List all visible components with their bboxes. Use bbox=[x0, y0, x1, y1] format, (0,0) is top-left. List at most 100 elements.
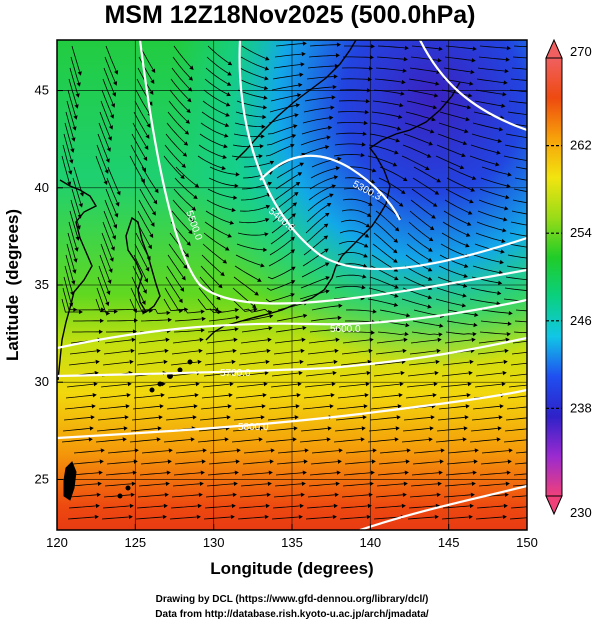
streamline-arrow bbox=[505, 194, 510, 200]
colorbar-ticks: 270 262 254 246 238 230 bbox=[546, 44, 592, 520]
streamline bbox=[68, 361, 96, 366]
streamline bbox=[274, 183, 298, 201]
streamline bbox=[270, 227, 293, 245]
streamline-arrow bbox=[111, 103, 116, 108]
streamline-arrow bbox=[202, 448, 207, 453]
streamline-arrow bbox=[98, 470, 103, 475]
streamline-arrow bbox=[199, 481, 204, 486]
streamline-arrow bbox=[498, 280, 503, 285]
streamline bbox=[96, 144, 107, 171]
streamline bbox=[276, 164, 301, 179]
streamline bbox=[413, 309, 441, 317]
streamline-arrow bbox=[504, 68, 509, 74]
streamline bbox=[231, 298, 254, 312]
streamline-arrow bbox=[234, 327, 239, 332]
colorbar-body bbox=[545, 57, 563, 497]
streamline-arrow bbox=[461, 153, 466, 158]
streamline-arrow bbox=[436, 492, 441, 498]
streamline bbox=[202, 383, 230, 388]
streamline-arrow bbox=[184, 307, 189, 312]
streamline-arrow bbox=[183, 141, 189, 146]
streamline bbox=[168, 243, 186, 267]
streamline bbox=[411, 188, 435, 205]
streamline bbox=[480, 461, 508, 465]
streamline-arrow bbox=[535, 393, 539, 397]
streamline-arrow bbox=[368, 66, 373, 71]
streamline-arrow bbox=[270, 448, 275, 453]
y-tick-label: 30 bbox=[35, 374, 49, 389]
streamline bbox=[342, 198, 370, 205]
streamline-arrow bbox=[369, 337, 374, 343]
streamline bbox=[239, 350, 267, 355]
streamline bbox=[410, 56, 438, 61]
streamline bbox=[241, 183, 269, 190]
streamline bbox=[413, 450, 441, 454]
streamline bbox=[339, 372, 367, 377]
coastline bbox=[57, 40, 461, 501]
streamline-arrow bbox=[302, 325, 307, 331]
streamline-arrow bbox=[428, 247, 433, 252]
streamline bbox=[268, 251, 293, 267]
streamline-arrow bbox=[470, 69, 475, 75]
streamline-arrow bbox=[269, 160, 275, 165]
streamline-arrow bbox=[533, 125, 537, 129]
streamline-arrow bbox=[262, 393, 267, 398]
streamline-arrow bbox=[230, 514, 235, 520]
streamline-arrow bbox=[394, 293, 399, 298]
streamline-arrow bbox=[165, 481, 170, 486]
streamline bbox=[405, 254, 429, 270]
streamline-arrow bbox=[495, 162, 500, 167]
streamline-arrow bbox=[122, 437, 127, 442]
streamline bbox=[131, 416, 159, 421]
streamline bbox=[300, 428, 328, 432]
streamline-arrow bbox=[535, 113, 539, 117]
streamline bbox=[505, 276, 527, 281]
streamline bbox=[102, 361, 130, 366]
streamline bbox=[71, 45, 81, 73]
streamline-arrow bbox=[360, 152, 365, 158]
streamline bbox=[174, 461, 202, 465]
streamline-arrow bbox=[331, 381, 336, 387]
streamline-arrow bbox=[330, 393, 335, 398]
streamline-arrow bbox=[291, 213, 296, 218]
streamline bbox=[410, 199, 433, 217]
streamline bbox=[514, 177, 527, 181]
streamline-arrow bbox=[538, 79, 542, 83]
streamline bbox=[133, 111, 148, 136]
streamline-arrow bbox=[302, 470, 307, 475]
streamline bbox=[340, 505, 368, 509]
streamline bbox=[171, 350, 199, 355]
streamline-arrow bbox=[295, 182, 301, 187]
streamline bbox=[66, 100, 75, 128]
streamline bbox=[172, 339, 200, 344]
streamline bbox=[242, 461, 270, 465]
streamline-arrow bbox=[469, 199, 474, 204]
streamline-arrow bbox=[262, 105, 268, 110]
streamline-arrow bbox=[469, 81, 474, 86]
streamline bbox=[164, 287, 180, 312]
streamline bbox=[266, 428, 294, 432]
streamline bbox=[445, 472, 473, 476]
streamline bbox=[408, 361, 436, 366]
streamline bbox=[68, 78, 77, 106]
streamline-arrow bbox=[398, 202, 404, 207]
streamline-arrow bbox=[401, 503, 406, 509]
streamline bbox=[370, 405, 398, 410]
streamline-arrow bbox=[258, 437, 263, 442]
streamline bbox=[105, 45, 117, 72]
streamline bbox=[271, 372, 299, 377]
streamline bbox=[206, 56, 229, 74]
streamline-arrow bbox=[501, 103, 506, 108]
streamline-arrow bbox=[296, 393, 301, 398]
streamline bbox=[268, 405, 296, 410]
streamline-arrow bbox=[158, 415, 163, 420]
streamline-arrow bbox=[501, 381, 506, 387]
streamline-arrow bbox=[369, 55, 374, 60]
streamline-arrow bbox=[291, 134, 297, 139]
streamline-arrow bbox=[268, 470, 273, 475]
streamline bbox=[104, 56, 116, 83]
streamline bbox=[401, 439, 429, 443]
streamline bbox=[481, 309, 509, 314]
streamline-arrow bbox=[439, 323, 444, 328]
streamline-arrow bbox=[432, 105, 438, 110]
